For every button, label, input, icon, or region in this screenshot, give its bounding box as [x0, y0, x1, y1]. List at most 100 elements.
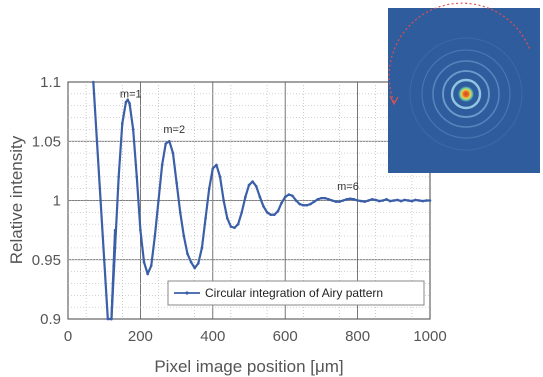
data-point [236, 222, 240, 226]
airy-core [458, 86, 474, 102]
data-point [356, 199, 359, 202]
data-point [175, 181, 178, 185]
y-tick-label: 1.1 [40, 74, 61, 91]
data-point [388, 199, 392, 203]
data-point [186, 252, 189, 256]
data-point [211, 167, 215, 170]
order-annotation: m=2 [163, 124, 185, 136]
data-point [204, 216, 207, 220]
data-point [352, 198, 356, 201]
data-point [178, 211, 182, 214]
legend-label: Circular integration of Airy pattern [205, 286, 383, 300]
data-point [171, 151, 175, 155]
data-point [363, 200, 367, 203]
data-point [421, 199, 425, 203]
data-point [110, 317, 113, 321]
y-tick-label: 1 [53, 193, 61, 210]
data-point [157, 199, 160, 202]
data-point [197, 262, 200, 265]
data-point [320, 196, 323, 200]
data-point [406, 199, 410, 202]
data-point [160, 163, 164, 167]
x-tick-label: 200 [128, 328, 153, 345]
data-point [113, 228, 117, 232]
airy-ring-3 [432, 60, 500, 128]
x-tick-label: 1000 [413, 328, 446, 345]
data-point [126, 98, 130, 102]
data-point [273, 213, 276, 217]
data-point [341, 199, 345, 202]
data-point [345, 198, 349, 201]
data-point [164, 142, 168, 145]
annotations: m=1 m=2 m=6 [120, 88, 359, 192]
data-point [258, 195, 262, 199]
data-point [146, 272, 149, 276]
data-point [414, 198, 417, 202]
y-axis-label: Relative intensity [7, 135, 26, 264]
data-point [378, 199, 381, 203]
airy-ring-5 [409, 37, 523, 151]
integration-arc [388, 2, 531, 103]
series-line [110, 230, 117, 320]
airy-rings [409, 37, 523, 151]
data-point [367, 199, 370, 202]
data-point [142, 260, 146, 264]
data-point [229, 225, 233, 228]
data-point [312, 200, 316, 203]
data-point [244, 195, 247, 199]
data-point [117, 175, 120, 179]
data-point [323, 196, 327, 200]
data-point [247, 183, 251, 187]
data-point [359, 199, 363, 203]
data-point [370, 198, 374, 201]
data-point [291, 194, 294, 198]
data-point [254, 184, 258, 188]
data-point [410, 199, 414, 203]
legend-box [167, 280, 425, 306]
data-point [92, 80, 95, 84]
data-point [189, 260, 193, 264]
data-point [111, 282, 115, 285]
data-point [112, 264, 115, 267]
data-point [149, 264, 153, 267]
data-point [95, 139, 99, 143]
x-tick-label: 800 [345, 328, 370, 345]
data-point [265, 211, 269, 214]
data-point [316, 198, 320, 201]
data-point [302, 203, 305, 207]
x-axis-label: Pixel image position [μm] [154, 357, 343, 376]
data-point [102, 258, 106, 262]
y-tick-label: 0.95 [32, 252, 61, 269]
data-point [128, 102, 131, 105]
data-point [207, 187, 211, 190]
data-point [124, 100, 128, 104]
data-point [392, 199, 396, 202]
data-point [287, 193, 291, 196]
data-point [425, 199, 428, 202]
arc-arrowhead [389, 95, 399, 106]
x-tick-label: 400 [200, 328, 225, 345]
data-point [417, 199, 421, 202]
y-tick-label: 0.9 [40, 311, 61, 328]
x-tick-label: 600 [273, 328, 298, 345]
data-point [110, 299, 114, 303]
data-point [338, 200, 341, 203]
airy-ring-2 [442, 70, 490, 118]
data-point [309, 202, 312, 206]
data-point [396, 198, 399, 202]
data-point [269, 213, 273, 217]
data-point [276, 209, 280, 213]
data-point [280, 201, 283, 205]
airy-ring-4 [421, 49, 511, 139]
data-point [106, 317, 110, 321]
data-point [218, 175, 222, 179]
data-point [168, 139, 171, 143]
x-tick-label: 0 [64, 328, 72, 345]
data-point [233, 226, 236, 230]
data-point [374, 198, 378, 202]
data-point [381, 199, 385, 202]
data-point [403, 198, 406, 202]
data-point [182, 234, 186, 238]
tick-labels: 0 200 400 600 800 1000 0.9 0.95 1 1.05 1.1 [32, 74, 447, 345]
